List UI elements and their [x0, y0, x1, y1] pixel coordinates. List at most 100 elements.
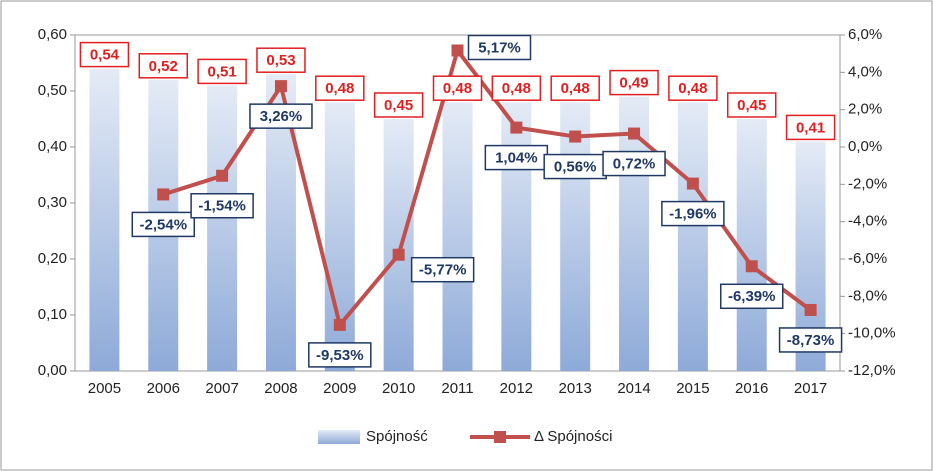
x-tick-label: 2016 [735, 380, 768, 397]
line-value-label-box [719, 283, 784, 310]
bar-value-label: 0,51 [208, 63, 237, 80]
line-value-label: -2,54% [140, 216, 188, 233]
bar-value-label: 0,48 [325, 80, 354, 97]
y-tick-label: 0,00 [38, 362, 67, 379]
bar [207, 85, 238, 372]
bar-value-label-box [197, 58, 247, 85]
marker [333, 318, 346, 331]
line-value-label: -8,73% [787, 332, 835, 349]
x-tick-label: 2017 [794, 380, 827, 397]
y2-tick-label: 0,0% [848, 138, 882, 155]
bar-value-label-box [785, 114, 836, 141]
bar-value-label: 0,48 [561, 80, 590, 97]
bar-value-label: 0,48 [443, 80, 472, 97]
bar-value-label: 0,49 [619, 75, 648, 92]
bar-value-label: 0,52 [149, 58, 178, 75]
line-value-label-box [543, 153, 607, 180]
bar-value-label: 0,48 [502, 80, 531, 97]
line-value-label-box [661, 200, 725, 227]
y2-tick-label: 2,0% [848, 101, 882, 118]
bar-value-label-box [256, 47, 306, 73]
y2-tick-label: 4,0% [848, 63, 882, 80]
line-value-label-box [467, 34, 532, 61]
line-value-label-box [249, 103, 313, 129]
bar-value-label-box [138, 53, 189, 79]
line-value-label-box [190, 192, 254, 219]
line-value-label-box [131, 211, 196, 238]
bar [501, 102, 532, 371]
y2-tick-label: -8,0% [848, 287, 887, 304]
bar-value-label: 0,54 [90, 47, 120, 64]
y2-tick-label: 6,0% [848, 26, 882, 43]
marker [451, 44, 464, 57]
marker [510, 121, 523, 134]
line-value-label: -9,53% [316, 347, 364, 364]
legend-label: Δ Spójności [534, 428, 612, 445]
bar-value-label-box [79, 41, 130, 68]
line-value-label: -5,77% [419, 262, 467, 279]
line-value-label: -6,39% [728, 288, 776, 305]
bar-value-label-box [373, 92, 424, 118]
line-value-label: -1,54% [198, 198, 246, 215]
line-value-label: 1,04% [495, 150, 538, 167]
y2-tick-label: -12,0% [848, 362, 896, 379]
marker [216, 169, 229, 182]
bar-value-label-box [432, 75, 483, 101]
line-value-label: -1,96% [669, 206, 717, 223]
bar-value-label: 0,45 [737, 97, 766, 114]
bar-value-label-box [491, 75, 542, 101]
x-tick-label: 2012 [500, 380, 533, 397]
marker [745, 260, 758, 273]
x-tick-label: 2013 [559, 380, 592, 397]
y-tick-label: 0,40 [38, 138, 67, 155]
bar [383, 119, 414, 371]
bar-value-label-box [726, 92, 777, 118]
y2-tick-label: -4,0% [848, 213, 887, 230]
x-tick-label: 2010 [382, 380, 415, 397]
line-value-label: 3,26% [260, 108, 303, 125]
legend-label: Spójność [366, 428, 428, 445]
y-tick-label: 0,60 [38, 26, 67, 43]
line-value-label: 0,56% [554, 159, 597, 176]
marker [569, 130, 582, 143]
bar-value-label-box [609, 69, 659, 96]
bar-value-label-box [315, 75, 365, 101]
line-value-label: 0,72% [613, 156, 656, 173]
marker [392, 248, 405, 261]
y2-tick-label: -6,0% [848, 250, 887, 267]
bar-value-label: 0,48 [678, 80, 707, 97]
x-tick-label: 2014 [617, 380, 650, 397]
line-value-label-box [484, 144, 549, 171]
bar-value-label: 0,45 [384, 97, 413, 114]
x-tick-label: 2005 [88, 380, 121, 397]
x-tick-label: 2011 [441, 380, 473, 397]
x-tick-label: 2009 [323, 380, 356, 397]
line [162, 46, 812, 330]
bar [89, 68, 120, 371]
marker [274, 80, 287, 93]
x-tick-label: 2008 [264, 380, 297, 397]
line-value-label-box [410, 256, 475, 283]
legend-swatch [318, 430, 360, 444]
bar [736, 119, 767, 371]
legend-marker [494, 431, 506, 443]
marker [686, 177, 699, 190]
bar [677, 102, 708, 371]
line-value-label: 5,17% [478, 39, 521, 56]
y2-tick-label: -2,0% [848, 175, 887, 192]
marker [157, 188, 170, 201]
y-tick-label: 0,10 [38, 306, 67, 323]
x-tick-label: 2015 [676, 380, 709, 397]
y-tick-label: 0,30 [38, 194, 67, 211]
bar [442, 102, 473, 371]
line-value-label-box [602, 150, 666, 177]
line-value-label-box [778, 327, 843, 353]
bar-value-label: 0,41 [796, 119, 825, 136]
y2-tick-label: -10,0% [848, 325, 896, 342]
bar-value-label-box [550, 75, 600, 101]
marker [804, 303, 817, 316]
x-tick-label: 2006 [147, 380, 180, 397]
bar [560, 102, 591, 371]
bar-value-label: 0,53 [266, 52, 295, 69]
